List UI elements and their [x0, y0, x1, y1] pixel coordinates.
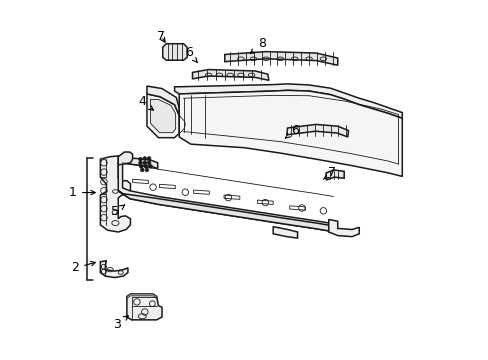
- Polygon shape: [118, 191, 333, 231]
- Polygon shape: [132, 179, 148, 184]
- Polygon shape: [273, 226, 297, 238]
- Circle shape: [147, 157, 151, 160]
- Text: 8: 8: [250, 37, 265, 54]
- Circle shape: [139, 165, 142, 168]
- Text: 4: 4: [138, 95, 153, 110]
- Polygon shape: [100, 156, 130, 232]
- Polygon shape: [192, 69, 268, 80]
- Polygon shape: [257, 200, 273, 204]
- Text: 5: 5: [111, 205, 124, 218]
- Text: 1: 1: [69, 186, 95, 199]
- Polygon shape: [286, 125, 348, 137]
- Text: 6: 6: [285, 124, 298, 138]
- Circle shape: [148, 165, 152, 168]
- Text: 7: 7: [323, 166, 336, 179]
- Polygon shape: [224, 195, 239, 199]
- Polygon shape: [147, 94, 179, 138]
- Circle shape: [142, 157, 146, 160]
- Circle shape: [140, 168, 144, 172]
- Polygon shape: [193, 190, 209, 194]
- Polygon shape: [118, 158, 158, 168]
- Polygon shape: [289, 206, 305, 210]
- Polygon shape: [126, 294, 162, 320]
- Polygon shape: [118, 162, 333, 231]
- Polygon shape: [147, 86, 179, 116]
- Polygon shape: [328, 220, 359, 237]
- Polygon shape: [174, 84, 402, 118]
- Circle shape: [147, 161, 151, 165]
- Text: 2: 2: [71, 261, 95, 274]
- Polygon shape: [179, 90, 402, 176]
- Text: 7: 7: [157, 30, 165, 43]
- Circle shape: [144, 165, 147, 168]
- Polygon shape: [163, 44, 187, 60]
- Polygon shape: [224, 51, 337, 65]
- Polygon shape: [325, 170, 344, 180]
- Circle shape: [139, 161, 142, 165]
- Polygon shape: [150, 99, 175, 133]
- Polygon shape: [100, 261, 128, 278]
- Text: 3: 3: [113, 316, 128, 331]
- Polygon shape: [126, 294, 156, 298]
- Text: 6: 6: [184, 46, 197, 63]
- Circle shape: [139, 157, 142, 161]
- Polygon shape: [159, 184, 175, 189]
- Circle shape: [145, 168, 148, 172]
- Polygon shape: [118, 152, 132, 165]
- Circle shape: [142, 161, 146, 165]
